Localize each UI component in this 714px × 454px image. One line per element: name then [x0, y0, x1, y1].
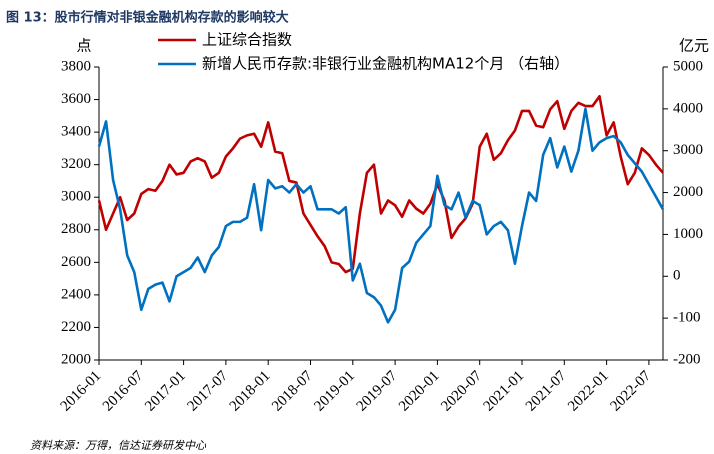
y-tick-label: 2600 [61, 254, 91, 270]
x-tick-label: 2019-01 [311, 368, 358, 415]
x-tick-label: 2020-01 [396, 368, 443, 415]
y-tick-label: 3000 [61, 189, 91, 205]
series-line [97, 107, 665, 324]
y2-tick-label: 1000 [673, 226, 703, 242]
y-tick-label: 2800 [61, 221, 91, 237]
y2-tick-label: 0 [673, 268, 681, 284]
y-tick-label: 3400 [61, 124, 91, 140]
y2-tick-label: -200 [673, 351, 701, 367]
series-line [97, 95, 664, 274]
y2-tick-label: 5000 [673, 58, 703, 74]
x-tick-label: 2022-01 [565, 368, 612, 415]
y2-tick-label: 4000 [673, 100, 703, 116]
y-tick-label: 3200 [61, 156, 91, 172]
x-tick-label: 2018-07 [269, 368, 316, 415]
x-tick-label: 2017-01 [142, 368, 189, 415]
y-tick-label: 2400 [61, 286, 91, 302]
x-tick-label: 2021-07 [523, 368, 570, 415]
y-tick-label: 2000 [61, 351, 91, 367]
y-tick-label: 3800 [61, 58, 91, 74]
y-axis-label: 点 [76, 37, 91, 55]
legend-label: 上证综合指数 [202, 31, 292, 49]
x-tick-label: 2022-07 [607, 368, 654, 415]
x-tick-label: 2019-07 [354, 368, 401, 415]
y2-tick-label: 3000 [673, 142, 703, 158]
x-tick-label: 2020-07 [438, 368, 485, 415]
y2-axis-label: 亿元 [679, 37, 709, 55]
x-tick-label: 2018-01 [227, 368, 274, 415]
chart-title: 图 13：股市行情对非银金融机构存款的影响较大 [6, 10, 289, 26]
y2-tick-label: 2000 [673, 184, 703, 200]
legend-label: 新增人民币存款:非银行业金融机构MA12个月 （右轴） [202, 55, 569, 73]
source-note: 资料来源：万得，信达证券研发中心 [30, 439, 207, 452]
y2-tick-label: -100 [673, 310, 701, 326]
x-tick-label: 2016-01 [58, 368, 105, 415]
y-tick-label: 2200 [61, 319, 91, 335]
y-tick-label: 3600 [61, 91, 91, 107]
x-tick-label: 2016-07 [100, 368, 147, 415]
x-tick-label: 2017-07 [184, 368, 231, 415]
x-tick-label: 2021-01 [481, 368, 528, 415]
